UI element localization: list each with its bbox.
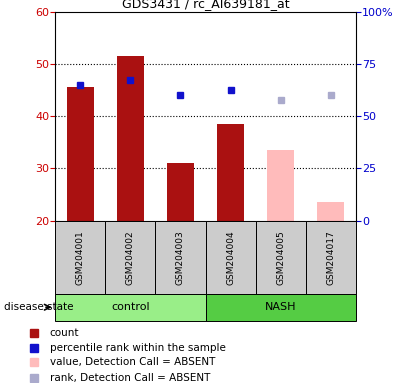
Bar (55, 221, 106, 294)
Text: GSM204004: GSM204004 (226, 230, 235, 285)
Title: GDS3431 / rc_AI639181_at: GDS3431 / rc_AI639181_at (122, 0, 289, 10)
Text: GSM204005: GSM204005 (276, 230, 285, 285)
Bar (106, 221, 155, 294)
Text: count: count (49, 328, 79, 338)
Bar (117, 56, 144, 221)
Text: percentile rank within the sample: percentile rank within the sample (49, 343, 225, 353)
Text: value, Detection Call = ABSENT: value, Detection Call = ABSENT (49, 358, 215, 367)
Bar (267, 150, 294, 221)
Text: GSM204002: GSM204002 (126, 230, 135, 285)
Text: rank, Detection Call = ABSENT: rank, Detection Call = ABSENT (49, 373, 210, 383)
Bar (305, 221, 356, 294)
Text: GSM204001: GSM204001 (76, 230, 85, 285)
Text: NASH: NASH (265, 302, 296, 312)
Text: GSM204003: GSM204003 (176, 230, 185, 285)
Text: GSM204017: GSM204017 (326, 230, 335, 285)
Bar (155, 221, 206, 294)
Text: disease state: disease state (4, 302, 74, 312)
Bar (206, 221, 256, 294)
Bar (55, 294, 206, 321)
Bar (67, 88, 94, 221)
Text: control: control (111, 302, 150, 312)
Bar (317, 202, 344, 221)
Bar (256, 221, 305, 294)
Bar (217, 124, 244, 221)
Bar (206, 294, 356, 321)
Bar (167, 163, 194, 221)
